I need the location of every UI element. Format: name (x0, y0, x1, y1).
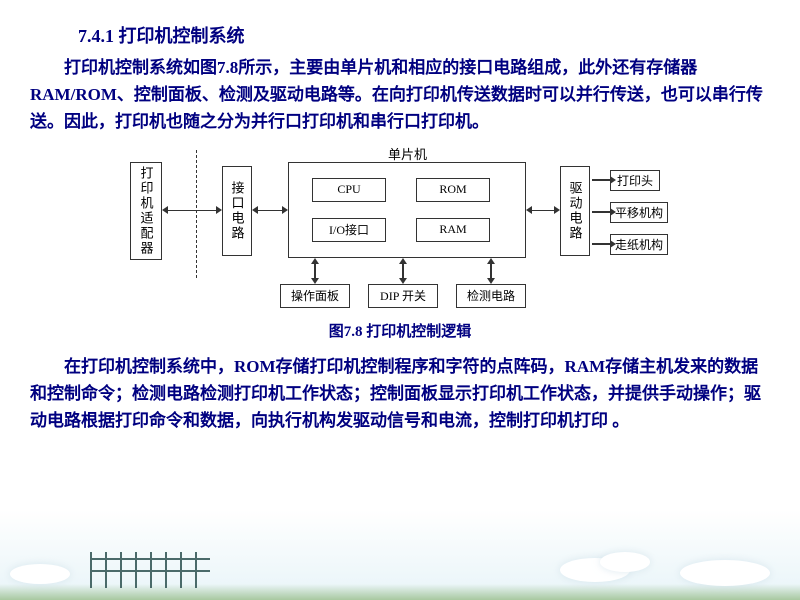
arrowhead-left-icon (162, 206, 168, 214)
dashed-divider (196, 150, 197, 278)
output-paper-feed: 走纸机构 (592, 234, 668, 255)
mcu-label: 单片机 (388, 144, 427, 163)
arrowhead-right-icon (554, 206, 560, 214)
section-title: 7.4.1 打印机控制系统 (78, 22, 770, 48)
block-io: I/O接口 (312, 218, 386, 242)
label-out2: 平移机构 (610, 202, 668, 223)
label-out3: 走纸机构 (610, 234, 668, 255)
arrowhead-right-icon (282, 206, 288, 214)
footer-decoration (0, 550, 800, 600)
paragraph-intro: 打印机控制系统如图7.8所示，主要由单片机和相应的接口电路组成，此外还有存储器R… (30, 54, 770, 136)
arrowhead-down-icon (399, 278, 407, 284)
block-driver: 驱动电路 (560, 166, 590, 256)
figure-caption: 图7.8 打印机控制逻辑 (30, 320, 770, 341)
output-print-head: 打印头 (592, 170, 660, 191)
arrowhead-up-icon (487, 258, 495, 264)
label-out1: 打印头 (610, 170, 660, 191)
diagram-figure: 打印机适配器 接口电路 单片机 CPU ROM I/O接口 RAM 驱动电路 操… (30, 144, 770, 314)
arrowhead-left-icon (252, 206, 258, 214)
arrow-adapter-interface (164, 210, 220, 212)
arrowhead-down-icon (311, 278, 319, 284)
block-rom: ROM (416, 178, 490, 202)
output-carriage: 平移机构 (592, 202, 668, 223)
block-detect: 检测电路 (456, 284, 526, 308)
paragraph-description: 在打印机控制系统中，ROM存储打印机控制程序和字符的点阵码，RAM存储主机发来的… (30, 353, 770, 435)
block-interface: 接口电路 (222, 166, 252, 256)
block-adapter: 打印机适配器 (130, 162, 162, 260)
arrowhead-up-icon (399, 258, 407, 264)
block-dip: DIP 开关 (368, 284, 438, 308)
block-ram: RAM (416, 218, 490, 242)
arrowhead-left-icon (526, 206, 532, 214)
arrowhead-right-icon (216, 206, 222, 214)
arrowhead-up-icon (311, 258, 319, 264)
block-panel: 操作面板 (280, 284, 350, 308)
mcu-frame (288, 162, 526, 258)
arrowhead-down-icon (487, 278, 495, 284)
block-cpu: CPU (312, 178, 386, 202)
